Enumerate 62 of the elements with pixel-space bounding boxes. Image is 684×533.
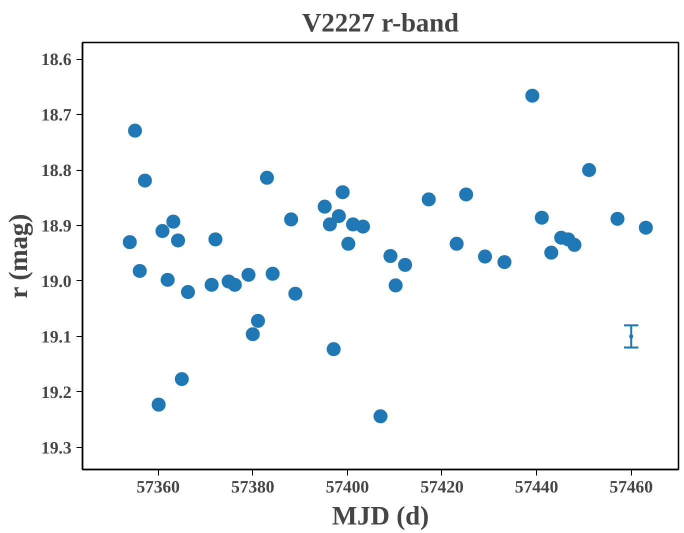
point: [242, 268, 256, 282]
x-tick-label: 57460: [610, 478, 653, 496]
point: [582, 163, 596, 178]
y-axis-title: r (mag): [3, 214, 34, 299]
point: [180, 285, 195, 300]
point: [326, 342, 341, 356]
x-tick-label: 57360: [136, 478, 180, 496]
point: [356, 220, 370, 234]
point: [388, 278, 403, 292]
point: [128, 124, 142, 138]
point: [288, 286, 302, 301]
point: [155, 224, 170, 238]
point: [332, 209, 346, 224]
point: [629, 334, 634, 338]
y-tick-label: 19.3: [41, 438, 72, 458]
point: [374, 409, 388, 424]
point: [398, 258, 412, 272]
point: [478, 250, 492, 264]
point: [567, 238, 582, 252]
x-axis-title: MJD (d): [332, 500, 429, 530]
point: [459, 187, 474, 202]
point: [534, 210, 549, 225]
y-tick-label: 19.2: [41, 382, 72, 402]
point: [208, 232, 222, 246]
x-tick-label: 57420: [420, 478, 464, 496]
point: [638, 220, 653, 235]
point: [383, 249, 398, 263]
point: [166, 214, 180, 229]
point: [138, 174, 152, 188]
point: [260, 170, 274, 185]
point: [171, 233, 186, 248]
point: [318, 200, 332, 214]
x-tick-label: 57440: [514, 478, 558, 496]
point: [525, 88, 540, 103]
chart-title: V2227 r-band: [302, 8, 460, 38]
point: [204, 278, 219, 292]
y-tick-label: 18.6: [41, 50, 72, 70]
point: [450, 236, 464, 251]
y-tick-label: 19.0: [41, 272, 72, 291]
y-tick-label: 18.9: [41, 216, 72, 236]
point: [174, 372, 189, 386]
point: [266, 266, 280, 281]
point: [610, 212, 624, 226]
point: [132, 264, 147, 278]
x-tick-label: 57380: [231, 478, 274, 496]
point: [250, 314, 265, 328]
point: [152, 398, 166, 412]
point: [160, 272, 175, 287]
point: [246, 327, 260, 342]
y-tick-label: 18.8: [41, 161, 72, 180]
point: [544, 246, 558, 260]
point: [228, 278, 242, 292]
point: [341, 236, 356, 251]
x-tick-label: 57400: [326, 478, 370, 496]
y-tick-label: 19.1: [41, 327, 72, 346]
point: [497, 255, 512, 270]
y-tick-label: 18.7: [41, 106, 72, 125]
point: [422, 192, 436, 206]
point: [336, 185, 350, 200]
point: [284, 212, 298, 226]
point: [322, 217, 337, 232]
point: [122, 235, 137, 250]
